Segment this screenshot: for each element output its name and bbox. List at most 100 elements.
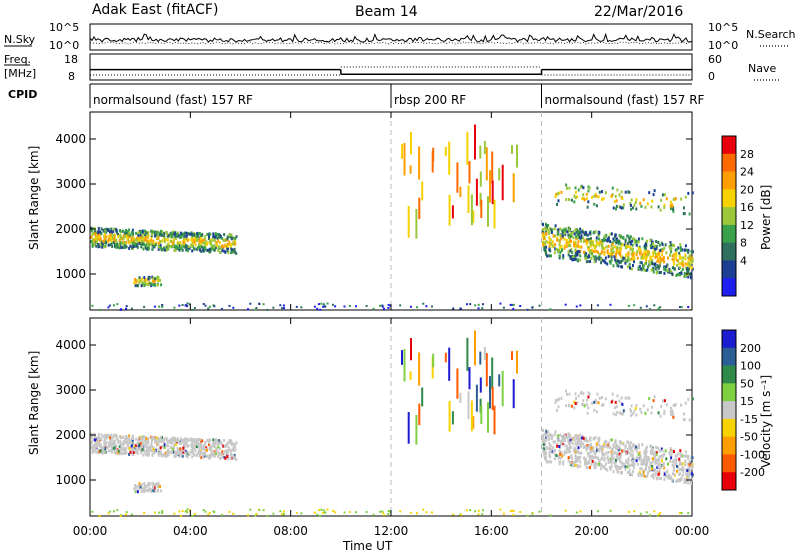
power-nearrange-91 (158, 305, 161, 308)
velocity-data (90, 330, 694, 517)
power-cell-1-247 (579, 227, 582, 231)
velocity-cell-1-619 (599, 446, 602, 450)
velocity-cell-2-61 (642, 404, 645, 408)
power-cell-1-522 (657, 241, 660, 245)
velocity-cell-0-679 (99, 444, 102, 448)
power-cell-1-376 (684, 244, 687, 248)
velocity-cell-3-8 (134, 484, 136, 487)
velocity-echo-29 (466, 337, 469, 371)
velocity-cell-1-4 (607, 458, 610, 462)
velocity-cell-2-38 (614, 400, 617, 404)
velocity-cell-0-391 (207, 443, 210, 447)
velocity-cell-2-34 (657, 411, 660, 415)
power-echo-22 (444, 146, 447, 157)
power-cell-0-694 (115, 229, 118, 233)
power-cell-0-635 (180, 244, 183, 248)
velocity-cell-1-454 (576, 449, 579, 453)
velocity-cell-0-671 (177, 448, 179, 452)
power-nearrange-88 (266, 308, 269, 311)
power-cell-1-499 (581, 230, 584, 234)
velocity-cell-1-420 (662, 453, 665, 457)
velocity-cell-1-646 (563, 450, 566, 454)
velocity-cell-2-85 (670, 413, 672, 417)
velocity-cell-1-665 (586, 461, 589, 465)
velocity-nearrange-62 (425, 511, 428, 514)
power-cell-0-574 (141, 242, 144, 246)
velocity-cell-1-216 (662, 461, 665, 465)
velocity-cell-1-245 (586, 439, 589, 443)
power-echo-15 (474, 124, 476, 160)
power-cell-1-648 (575, 230, 578, 234)
velocity-cell-1-154 (593, 463, 596, 467)
velocity-cell-0-242 (225, 451, 228, 455)
velocity-cell-0-150 (97, 432, 100, 436)
power-cell-0-360 (93, 239, 95, 243)
power-nearrange-104 (332, 303, 334, 306)
power-cell-1-636 (570, 240, 573, 243)
power-cell-1-483 (631, 247, 634, 251)
power-cell-0-646 (147, 243, 149, 247)
velocity-cell-1-235 (655, 451, 658, 455)
power-nearrange-57 (633, 304, 636, 307)
power-cell-2-114 (597, 195, 600, 199)
velocity-nearrange-67 (143, 511, 146, 514)
power-cell-1-207 (643, 246, 646, 250)
power-cell-1-528 (628, 258, 631, 262)
velocity-cell-1-758 (656, 470, 659, 474)
power-cell-0-696 (160, 233, 163, 237)
velocity-echo-6 (487, 402, 489, 433)
velocity-cell-3-54 (141, 484, 143, 487)
velocity-cell-1-338 (574, 463, 577, 467)
power-cell-0-174 (116, 243, 118, 247)
velocity-nearrange-116 (161, 512, 164, 514)
power-cell-0-586 (166, 248, 169, 252)
power-nearrange-78 (191, 308, 194, 311)
velocity-cell-0-646 (147, 449, 149, 453)
power-cell-2-15 (594, 192, 597, 196)
velocity-nearrange-58 (173, 512, 176, 515)
power-cell-1-797 (654, 262, 657, 266)
velocity-cell-0-567 (103, 435, 106, 439)
power-cell-0-685 (132, 242, 135, 246)
power-cell-1-794 (549, 237, 552, 241)
velocity-cell-0-621 (138, 447, 141, 451)
velocity-cell-1-376 (684, 450, 687, 454)
velocity-cell-1-745 (691, 465, 694, 469)
velocity-cell-1-342 (559, 456, 562, 460)
velocity-cell-0-418 (222, 444, 225, 448)
power-echo-3 (479, 192, 482, 207)
power-cell-1-144 (650, 246, 653, 250)
velocity-cell-3-31 (136, 490, 139, 494)
velocity-cell-2-104 (674, 403, 677, 407)
velocity-nearrange-82 (519, 511, 522, 513)
velocity-cell-3-0 (138, 482, 141, 486)
velocity-cell-0-387 (144, 444, 147, 448)
velocity-cell-2-15 (594, 398, 597, 402)
power-cell-0-249 (107, 243, 110, 247)
velocity-cell-0-605 (182, 438, 185, 442)
power-cell-1-284 (580, 245, 583, 249)
power-cell-0-236 (215, 246, 218, 250)
velocity-cell-1-472 (678, 457, 681, 461)
velocity-cell-1-457 (636, 462, 639, 466)
power-cell-1-75 (630, 252, 633, 256)
velocity-cell-0-416 (214, 438, 217, 442)
velocity-cell-0-198 (147, 440, 150, 444)
velocity-cell-0-312 (112, 435, 115, 439)
velocity-cell-0-696 (160, 439, 163, 443)
power-nearrange-117 (213, 305, 216, 308)
velocity-echo-11 (468, 367, 471, 390)
power-cell-1-447 (631, 249, 634, 253)
power-cell-0-288 (161, 239, 164, 243)
velocity-cell-1-723 (687, 476, 690, 479)
power-nearrange-81 (477, 303, 480, 306)
velocity-cell-1-406 (637, 453, 640, 456)
velocity-cell-3-46 (159, 484, 161, 488)
power-cell-0-600 (108, 237, 111, 241)
velocity-cell-0-428 (182, 448, 185, 452)
velocity-cell-1-644 (619, 459, 622, 463)
velocity-cell-2-100 (631, 412, 634, 416)
power-nearrange-18 (474, 304, 477, 307)
power-cell-3-5 (141, 281, 144, 285)
power-cell-1-769 (635, 243, 638, 247)
